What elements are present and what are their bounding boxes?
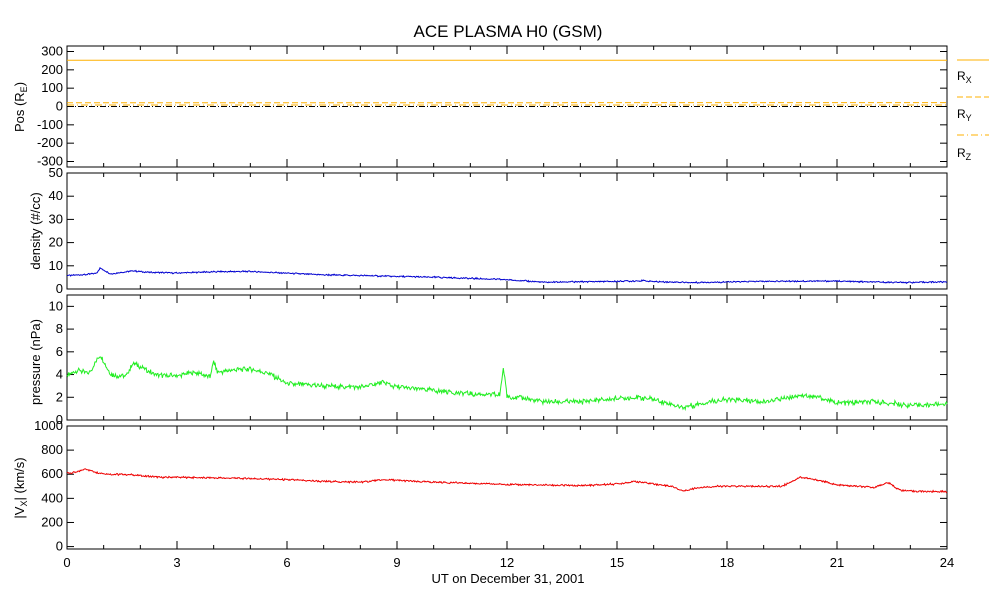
y-tick-label: 30	[49, 211, 63, 226]
legend-label-ry: RY	[957, 107, 972, 123]
legend: RX RY RZ	[957, 59, 989, 162]
y-tick-label: 0	[56, 412, 63, 427]
y-tick-label: 100	[41, 80, 63, 95]
y-tick-label: 0	[56, 539, 63, 554]
x-tick-label: 6	[283, 555, 290, 570]
legend-label-rz: RZ	[957, 146, 972, 162]
y-tick-label: 400	[41, 490, 63, 505]
y-tick-label: 6	[56, 344, 63, 359]
y-tick-label: 300	[41, 44, 63, 59]
ylabel-density: density (#/cc)	[28, 192, 43, 269]
x-tick-label: 24	[940, 555, 954, 570]
y-tick-label: 8	[56, 321, 63, 336]
y-tick-label: 2	[56, 389, 63, 404]
y-tick-label: 600	[41, 466, 63, 481]
y-tick-label: 200	[41, 62, 63, 77]
y-tick-label: -200	[37, 135, 63, 150]
x-tick-label: 0	[63, 555, 70, 570]
panel-frame	[66, 294, 948, 421]
y-tick-label: 10	[49, 298, 63, 313]
y-tick-label: 4	[56, 367, 63, 382]
series-line-pressure	[66, 356, 948, 412]
y-tick-label: 1000	[34, 418, 63, 433]
x-tick-label: 15	[610, 555, 624, 570]
y-tick-label: 0	[56, 281, 63, 296]
x-tick-label: 21	[830, 555, 844, 570]
y-tick-label: 0	[56, 99, 63, 114]
y-tick-label: -100	[37, 117, 63, 132]
panel-frame	[66, 425, 948, 550]
x-tick-label: 9	[393, 555, 400, 570]
y-tick-label: 20	[49, 235, 63, 250]
y-tick-label: 800	[41, 442, 63, 457]
x-tick-label: 12	[500, 555, 514, 570]
x-axis-label: UT on December 31, 2001	[432, 571, 585, 586]
series-line-density	[66, 267, 948, 285]
ylabel-pos: Pos (RE)	[12, 82, 29, 132]
chart-title: ACE PLASMA H0 (GSM)	[414, 22, 603, 41]
y-tick-label: 200	[41, 514, 63, 529]
legend-label-rx: RX	[957, 69, 972, 85]
y-tick-label: 50	[49, 165, 63, 180]
x-tick-label: 18	[720, 555, 734, 570]
y-tick-label: -300	[37, 154, 63, 169]
ylabel-pressure: pressure (nPa)	[28, 319, 43, 405]
x-tick-label: 3	[173, 555, 180, 570]
series-line-vx	[66, 468, 948, 494]
plot-area: 3002001000-100-200-300504030201001086420…	[34, 44, 954, 571]
ylabel-vx: |VX| (km/s)	[12, 457, 29, 518]
y-tick-label: 10	[49, 258, 63, 273]
y-tick-label: 40	[49, 188, 63, 203]
